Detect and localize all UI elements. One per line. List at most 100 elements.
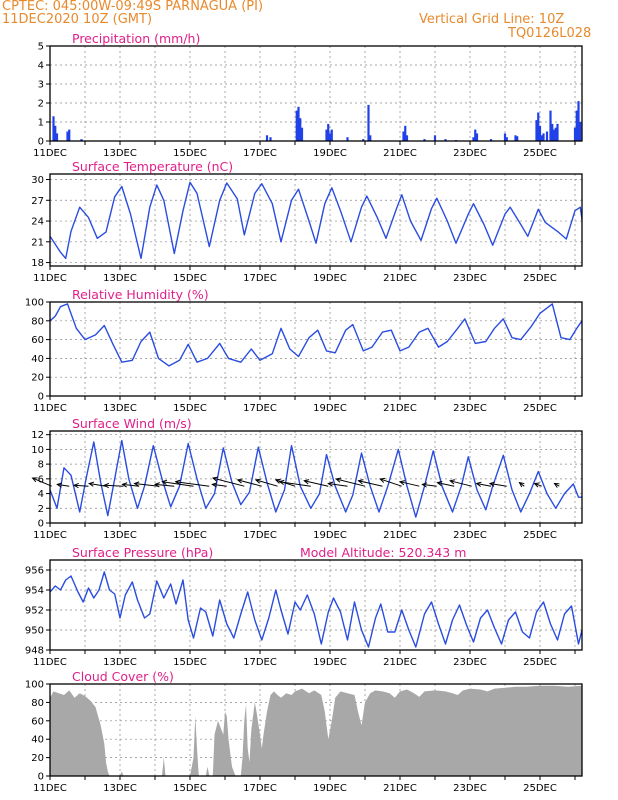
wind-arrow <box>436 480 455 487</box>
x-tick-label: 17DEC <box>243 783 277 794</box>
y-tick-label: 4 <box>38 489 44 500</box>
wind-arrow <box>72 482 89 489</box>
wind-arrow <box>379 477 402 487</box>
x-tick-label: 17DEC <box>243 530 277 541</box>
x-tick-label: 15DEC <box>173 657 207 668</box>
precip-bar <box>325 129 328 141</box>
y-tick-label: 0 <box>38 392 44 403</box>
wind-arrow <box>56 482 70 488</box>
precip-bar <box>556 123 559 141</box>
x-tick-label: 19DEC <box>313 530 347 541</box>
precip-bar <box>295 110 298 141</box>
x-tick-label: 25DEC <box>523 148 557 159</box>
y-tick-label: 27 <box>31 196 44 207</box>
precip-bar <box>367 104 370 141</box>
x-tick-label: 15DEC <box>173 403 207 414</box>
x-tick-label: 11DEC <box>33 657 67 668</box>
precip-bar <box>423 139 426 141</box>
precip-bar <box>475 133 479 141</box>
wind-arrow <box>533 482 542 488</box>
run-datetime: 11DEC2020 10Z (GMT) <box>2 12 153 27</box>
y-tick-label: 18 <box>31 258 44 269</box>
plot-frame <box>49 301 583 397</box>
y-tick-label: 950 <box>25 626 44 637</box>
wind-arrow <box>518 481 525 488</box>
precip-bar <box>554 127 557 141</box>
x-tick-label: 19DEC <box>313 273 347 284</box>
x-tick-label: 25DEC <box>523 403 557 414</box>
precip-bar <box>540 135 543 141</box>
precip-bar <box>489 139 493 141</box>
precip-bar <box>369 135 372 141</box>
y-tick-label: 8 <box>38 460 44 471</box>
precip-bar <box>549 110 552 141</box>
y-tick-label: 60 <box>31 335 44 346</box>
x-tick-label: 25DEC <box>523 783 557 794</box>
y-tick-label: 10 <box>31 445 44 456</box>
x-tick-label: 21DEC <box>383 273 417 284</box>
precip-bar <box>362 139 365 141</box>
x-tick-label: 21DEC <box>383 657 417 668</box>
x-tick-label: 25DEC <box>523 657 557 668</box>
x-tick-label: 17DEC <box>243 403 277 414</box>
y-tick-label: 80 <box>31 316 44 327</box>
cloud-cover-area <box>50 685 582 776</box>
precip-panel: 0 1 2 3 4 5 11DEC 13DEC 15DEC 17DEC 19DEC 21DEC 23DE… <box>33 31 583 159</box>
x-tick-label: 17DEC <box>243 657 277 668</box>
x-tick-label: 19DEC <box>313 783 347 794</box>
y-tick-label: 2 <box>38 99 44 110</box>
precip-bar <box>404 125 407 141</box>
panel-title: Surface Wind (m/s) <box>72 416 192 431</box>
grid-note: Vertical Grid Line: 10Z <box>419 12 565 27</box>
precip-bar <box>514 135 517 141</box>
wind-arrow <box>161 479 194 487</box>
y-tick-label: 100 <box>25 680 44 691</box>
rh-series-line <box>49 303 583 367</box>
x-tick-label: 25DEC <box>523 530 557 541</box>
precip-bar <box>55 133 59 141</box>
precip-bar <box>52 116 55 141</box>
precip-bar <box>545 131 549 141</box>
precip-bar <box>503 133 507 141</box>
x-tick-label: 15DEC <box>173 148 207 159</box>
precip-bar <box>68 129 71 141</box>
plot-frame <box>49 430 583 524</box>
precip-bar <box>474 129 477 141</box>
wind-arrow <box>274 478 296 487</box>
x-tick-label: 23DEC <box>453 657 487 668</box>
precip-bar <box>573 127 577 141</box>
y-tick-label: 948 <box>25 646 44 657</box>
precip-bar <box>300 127 304 141</box>
wind-arrow <box>236 478 262 487</box>
model-altitude: Model Altitude: 520.343 m <box>300 545 466 560</box>
plot-frame <box>49 559 583 651</box>
y-tick-label: 956 <box>25 566 44 577</box>
temp-series-line <box>49 181 583 260</box>
x-tick-label: 19DEC <box>313 657 347 668</box>
run-code: TQ0126L028 <box>508 26 592 41</box>
wind-arrow <box>153 482 175 488</box>
wind-arrow <box>31 477 52 487</box>
panel-title: Precipitation (mm/h) <box>72 31 200 46</box>
y-tick-label: 60 <box>31 716 44 727</box>
y-tick-label: 3 <box>38 80 44 91</box>
precip-bar <box>328 133 332 141</box>
wind-arrow <box>335 477 366 487</box>
x-tick-label: 23DEC <box>453 783 487 794</box>
y-tick-label: 40 <box>31 735 44 746</box>
precip-bar <box>66 131 69 141</box>
y-tick-label: 1 <box>38 118 44 129</box>
plot-frame <box>49 173 583 267</box>
station-title: CPTEC: 045:00W-09:49S PARNAGUA (PI) <box>2 0 264 14</box>
wind-arrow <box>88 481 107 487</box>
precip-bar <box>538 125 542 141</box>
precip-bar <box>579 122 582 141</box>
panel-title: Cloud Cover (%) <box>72 669 174 684</box>
x-tick-label: 21DEC <box>383 783 417 794</box>
wind-arrow <box>211 476 245 487</box>
precip-bar <box>433 135 437 141</box>
y-tick-label: 21 <box>31 237 44 248</box>
y-tick-label: 5 <box>38 42 44 53</box>
precip-bar <box>537 112 540 141</box>
